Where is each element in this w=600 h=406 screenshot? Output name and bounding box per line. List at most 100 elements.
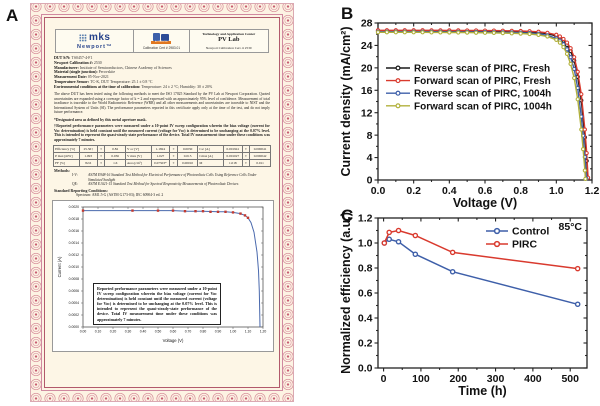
svg-text:Current (A): Current (A) [57, 256, 62, 277]
svg-text:300: 300 [487, 373, 505, 385]
results-table-row: Efficiency [%] 25.56† ±0.82 V oc [V] 1.1824 ±… [53, 145, 271, 154]
svg-text:500: 500 [561, 373, 579, 385]
results-table-row: FF [%] 82.6 ±1.6 Area [cm²] 0.07503* ±0.00010… [53, 159, 271, 168]
cert-info-row: Environmental conditions at the time of … [54, 84, 213, 89]
certificate-iv-chart-frame: 0.00 0.10 0.20 0.30 0.40 0.50 0.60 0.70 0.80 0.90… [52, 199, 274, 352]
method-item: QE: ASTM E1021-15 Standard Test Method fo… [72, 182, 239, 187]
cert-number: Newport Calibration Cert. # 2530 [205, 46, 252, 50]
accreditation-badge-icon: ACCREDITED [151, 32, 172, 45]
accreditation-cell: ACCREDITED Calibration Cert # 2983.01 [134, 30, 190, 52]
svg-text:1.10: 1.10 [245, 329, 252, 333]
svg-text:0.6: 0.6 [478, 185, 493, 197]
certificate-page: mks Newport™ ACCREDITED Calibration Cert… [44, 17, 280, 388]
svg-text:Control: Control [512, 226, 549, 238]
svg-text:12: 12 [361, 107, 373, 119]
reporting-heading: Standard Reporting Conditions: [54, 188, 108, 193]
svg-text:1.00: 1.00 [230, 329, 237, 333]
svg-text:85°C: 85°C [559, 221, 583, 233]
svg-text:0.2: 0.2 [406, 185, 421, 197]
svg-text:0.70: 0.70 [185, 329, 192, 333]
newport-wordmark: Newport™ [76, 44, 113, 50]
svg-text:200: 200 [449, 373, 467, 385]
svg-text:0: 0 [381, 373, 387, 385]
svg-text:8: 8 [367, 130, 373, 142]
calibration-certificate: mks Newport™ ACCREDITED Calibration Cert… [30, 3, 294, 402]
cert-info-row: Temperature Sensor: TC-K, DUT Temperatur… [54, 79, 153, 84]
accreditation-caption: Calibration Cert # 2983.01 [142, 45, 181, 50]
footnote-designated-area: *Designated area as defined by this meta… [54, 117, 147, 122]
cert-info-row: Material (single junction): Perovskite [54, 70, 116, 75]
svg-text:Forward scan of PIRC, Fresh: Forward scan of PIRC, Fresh [414, 76, 551, 87]
svg-text:0.0: 0.0 [371, 185, 386, 197]
footnote-reported-parameters: †Reported performance parameters were me… [54, 123, 270, 142]
svg-text:Reverse scan of PIRC, 1004h: Reverse scan of PIRC, 1004h [414, 89, 551, 100]
mks-newport-logo: mks Newport™ [56, 30, 135, 52]
cert-info-row: Manufacturer: Institute of Semiconductor… [54, 65, 172, 70]
reporting-conditions-section: Standard Reporting Conditions: Spectrum:… [54, 189, 270, 197]
svg-text:400: 400 [524, 373, 542, 385]
svg-text:Forward scan of PIRC, 1004h: Forward scan of PIRC, 1004h [414, 101, 552, 112]
svg-text:Current density (mA/cm²): Current density (mA/cm²) [339, 26, 353, 176]
methods-heading: Methods: [54, 169, 70, 174]
results-table-row: P max [mW] 1.093 ±0.036 V max [V] 1.027 ±0.01… [53, 152, 271, 161]
svg-text:1.20: 1.20 [260, 329, 267, 333]
svg-text:0.40: 0.40 [140, 329, 147, 333]
svg-text:0.0010: 0.0010 [69, 265, 79, 269]
svg-text:28: 28 [361, 18, 373, 30]
svg-text:4: 4 [367, 152, 373, 164]
svg-text:0.2: 0.2 [358, 338, 373, 350]
mks-wordmark: mks [88, 32, 111, 43]
svg-text:Reverse scan of PIRC, Fresh: Reverse scan of PIRC, Fresh [414, 64, 550, 75]
svg-text:1.0: 1.0 [549, 185, 564, 197]
cert-info-row: Measurement Date: 05-Nov-2021 [54, 75, 109, 80]
svg-text:0.0: 0.0 [358, 363, 373, 375]
svg-text:0.0016: 0.0016 [69, 229, 79, 233]
svg-text:0.0014: 0.0014 [69, 241, 79, 245]
svg-text:0.4: 0.4 [358, 313, 373, 325]
svg-text:1.2: 1.2 [585, 185, 600, 197]
svg-text:Normalized efficiency (a.u.): Normalized efficiency (a.u.) [339, 212, 353, 374]
mks-dots-icon [78, 33, 87, 42]
svg-text:1.0: 1.0 [358, 238, 373, 250]
certificate-info-block: DUT S/N: TS0457-4-F1 Newport Calibration … [54, 56, 270, 89]
svg-text:0.0008: 0.0008 [69, 277, 79, 281]
svg-text:1.2: 1.2 [358, 213, 373, 225]
svg-text:0: 0 [367, 175, 373, 187]
jv-curves-chart: 0.0 0.2 0.4 0.6 0.8 1.0 1.2 0 4 8 12 16 20 24 28 Revers… [339, 18, 600, 210]
svg-text:Time (h): Time (h) [458, 384, 506, 398]
panel-a-label: A [6, 6, 19, 25]
svg-text:0.0004: 0.0004 [69, 301, 79, 305]
svg-text:0.0018: 0.0018 [69, 217, 79, 221]
cert-info-row: DUT S/N: TS0457-4-F1 [54, 56, 93, 60]
svg-text:20: 20 [361, 63, 373, 75]
svg-text:Voltage (V): Voltage (V) [453, 196, 517, 210]
svg-text:100: 100 [412, 373, 430, 385]
svg-text:0.0000: 0.0000 [69, 325, 79, 329]
method-item: I-V: ASTM E948-16 Standard Test Method fo… [72, 173, 257, 182]
cert-info-row: Newport Calibration #: 2530 [54, 60, 102, 65]
svg-text:PIRC: PIRC [512, 239, 538, 251]
center-name: Technology and Application Center [202, 32, 256, 36]
svg-text:0.0020: 0.0020 [69, 205, 79, 209]
pvlab-title: PV Lab [218, 36, 240, 43]
svg-text:0.0002: 0.0002 [69, 313, 79, 317]
panel-c-label: C [341, 206, 354, 225]
certificate-body-paragraph: The above DUT has been tested using the … [54, 92, 270, 115]
stability-chart: 0 100 200 300 400 500 0.0 0.2 0.4 0.6 0.8 1.0 1.2 Con… [339, 212, 588, 398]
svg-text:0.8: 0.8 [358, 263, 373, 275]
reporting-spectrum: Spectrum: AM1.5-G (ASTM G173-03); IEC 60… [76, 192, 164, 197]
certificate-header: mks Newport™ ACCREDITED Calibration Cert… [55, 29, 269, 53]
svg-text:0.00: 0.00 [80, 329, 87, 333]
panel-b-label: B [341, 4, 354, 23]
svg-text:0.30: 0.30 [125, 329, 132, 333]
results-table: Efficiency [%] 25.56† ±0.82 V oc [V] 1.1824 ±… [53, 145, 271, 168]
svg-text:24: 24 [361, 40, 373, 52]
svg-text:16: 16 [361, 85, 373, 97]
svg-text:0.8: 0.8 [513, 185, 528, 197]
svg-text:0.4: 0.4 [442, 185, 457, 197]
svg-text:0.50: 0.50 [155, 329, 162, 333]
svg-text:0.6: 0.6 [358, 288, 373, 300]
svg-text:0.90: 0.90 [215, 329, 222, 333]
svg-text:0.60: 0.60 [170, 329, 177, 333]
